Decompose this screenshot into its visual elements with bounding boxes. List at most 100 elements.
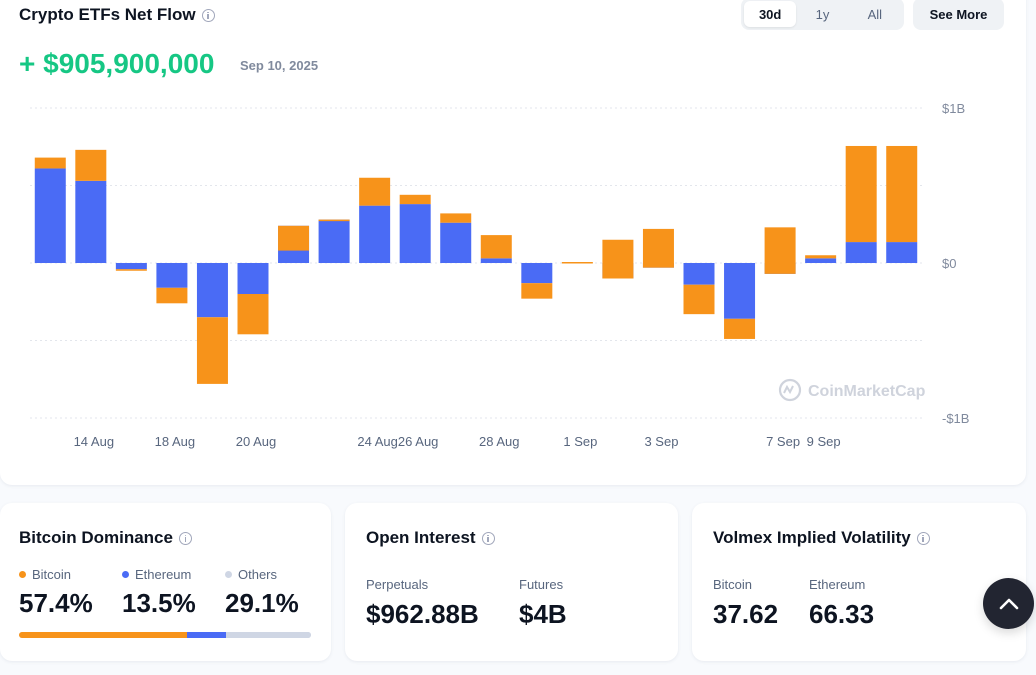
y-tick-label: $0	[942, 256, 956, 271]
bar-ethereum[interactable]	[805, 258, 837, 263]
stat-label: Ethereum	[809, 577, 866, 592]
dominance-bar	[19, 632, 311, 638]
bar-ethereum[interactable]	[399, 204, 431, 263]
bar-ethereum[interactable]	[75, 180, 107, 263]
coinmarketcap-logo-icon	[778, 378, 802, 402]
coinmarketcap-watermark: CoinMarketCap	[778, 378, 926, 402]
bar-bitcoin[interactable]	[764, 227, 796, 274]
bar-bitcoin[interactable]	[34, 157, 66, 169]
bar-ethereum[interactable]	[683, 263, 715, 285]
x-tick-label: 14 Aug	[74, 434, 115, 449]
bar-bitcoin[interactable]	[237, 294, 269, 335]
y-tick-label: $1B	[942, 101, 965, 116]
bar-bitcoin[interactable]	[318, 219, 350, 222]
bar-bitcoin[interactable]	[805, 255, 837, 259]
chart-title: Crypto ETFs Net Flow	[19, 5, 215, 25]
bar-ethereum[interactable]	[521, 263, 553, 284]
info-icon[interactable]	[201, 8, 215, 22]
bar-bitcoin[interactable]	[642, 228, 674, 268]
range-all-button[interactable]: All	[867, 6, 883, 22]
bar-bitcoin[interactable]	[521, 283, 553, 299]
net-flow-value: + $905,900,000	[19, 48, 215, 79]
futures-stat: Futures $4B	[519, 577, 567, 630]
bar-bitcoin[interactable]	[359, 177, 391, 206]
dominance-legend: Bitcoin 57.4% Ethereum 13.5% Others 29.1…	[19, 567, 328, 619]
bar-bitcoin[interactable]	[196, 317, 228, 384]
info-icon[interactable]	[916, 531, 930, 545]
bar-ethereum[interactable]	[886, 242, 918, 263]
volatility-values: Bitcoin 37.62 Ethereum 66.33	[713, 577, 874, 630]
bar-ethereum[interactable]	[196, 263, 228, 318]
others-dot-icon	[225, 571, 232, 578]
bar-bitcoin[interactable]	[602, 239, 634, 279]
x-tick-label: 1 Sep	[563, 434, 597, 449]
bar-bitcoin[interactable]	[75, 149, 107, 181]
bar-bitcoin[interactable]	[845, 145, 877, 243]
x-tick-label: 26 Aug	[398, 434, 439, 449]
bar-bitcoin[interactable]	[156, 287, 188, 304]
net-flow-date: Sep 10, 2025	[240, 58, 319, 73]
bar-bitcoin[interactable]	[278, 225, 310, 251]
x-tick-label: 24 Aug	[357, 434, 398, 449]
bar-bitcoin[interactable]	[115, 269, 147, 271]
open-interest-card: Open Interest Perpetuals $962.88B Future…	[345, 503, 678, 661]
bar-ethereum[interactable]	[156, 263, 188, 288]
bar-bitcoin[interactable]	[886, 145, 918, 243]
x-axis: 14 Aug 18 Aug 20 Aug 24 Aug 26 Aug 28 Aug 1 Se…	[74, 434, 841, 449]
ethereum-volatility-stat: Ethereum 66.33	[809, 577, 874, 630]
bar-bitcoin[interactable]	[440, 213, 472, 223]
x-tick-label: 7 Sep	[766, 434, 800, 449]
volatility-title: Volmex Implied Volatility	[713, 528, 930, 548]
bar-bitcoin[interactable]	[724, 318, 756, 339]
bar-bitcoin[interactable]	[399, 194, 431, 205]
chart-bars	[34, 145, 918, 384]
bar-ethereum[interactable]	[845, 242, 877, 263]
info-icon[interactable]	[481, 531, 495, 545]
bar-ethereum[interactable]	[34, 168, 66, 263]
x-tick-label: 9 Sep	[807, 434, 841, 449]
bar-ethereum[interactable]	[359, 205, 391, 263]
bar-ethereum[interactable]	[724, 263, 756, 319]
dominance-title-text: Bitcoin Dominance	[19, 528, 173, 547]
bar-flat[interactable]	[561, 262, 593, 264]
bar-bitcoin[interactable]	[480, 235, 512, 259]
see-more-button[interactable]: See More	[913, 0, 1004, 30]
ethereum-dot-icon	[122, 571, 129, 578]
stat-value: $962.88B	[366, 599, 479, 629]
bar-ethereum[interactable]	[440, 222, 472, 263]
range-1y-button[interactable]: 1y	[815, 6, 830, 22]
x-tick-label: 20 Aug	[236, 434, 277, 449]
range-selector: 30d 1y All	[741, 0, 904, 30]
dominance-others: Others 29.1%	[225, 567, 328, 619]
dominance-bar-ethereum	[186, 632, 226, 638]
coinmarketcap-logo-mark	[783, 384, 794, 395]
watermark-text: CoinMarketCap	[808, 383, 926, 400]
bar-ethereum[interactable]	[318, 219, 350, 263]
chart-gridlines	[30, 107, 922, 419]
bitcoin-dot-icon	[19, 571, 26, 578]
chart-title-text: Crypto ETFs Net Flow	[19, 5, 196, 24]
x-tick-label: 28 Aug	[479, 434, 520, 449]
y-axis: $1B $0 -$1B	[942, 101, 969, 426]
stat-label: Perpetuals	[366, 577, 429, 592]
dominance-bar-others	[226, 632, 311, 638]
info-icon[interactable]	[178, 531, 192, 545]
scroll-to-top-button[interactable]	[983, 578, 1034, 629]
dominance-title: Bitcoin Dominance	[19, 528, 192, 548]
stat-value: 37.62	[713, 599, 779, 629]
chevron-up-icon	[999, 598, 1018, 609]
net-flow-chart[interactable]: CoinMarketCap $1B $0 -$1B 14 Aug 18 Aug 20 A…	[0, 95, 1036, 455]
dominance-value: 57.4%	[19, 588, 93, 618]
bar-ethereum[interactable]	[237, 263, 269, 294]
bar-ethereum[interactable]	[480, 258, 512, 263]
range-30d-button[interactable]: 30d	[744, 1, 797, 27]
stat-value: 66.33	[809, 599, 875, 629]
open-interest-title: Open Interest	[366, 528, 495, 548]
bitcoin-volatility-stat: Bitcoin 37.62	[713, 577, 809, 630]
y-tick-label: -$1B	[942, 411, 969, 426]
stat-label: Bitcoin	[713, 577, 753, 592]
bar-bitcoin[interactable]	[683, 284, 715, 315]
bar-ethereum[interactable]	[115, 263, 147, 270]
volatility-title-text: Volmex Implied Volatility	[713, 528, 911, 547]
dominance-value: 13.5%	[122, 588, 196, 618]
